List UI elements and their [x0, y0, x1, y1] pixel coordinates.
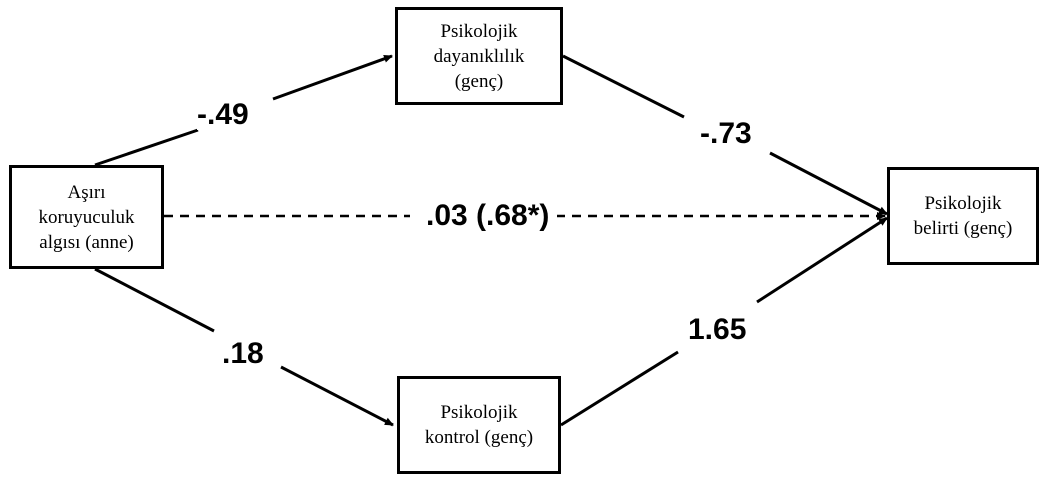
predictor-label-line-3: algısı (anne): [39, 231, 134, 253]
outcome-box: Psikolojik belirti (genç): [887, 167, 1039, 265]
mediator-1-label-line-3: (genç): [454, 70, 504, 92]
outcome-label-line-1: Psikolojik: [924, 193, 1002, 214]
path-b2-arrow: [756, 216, 888, 304]
path-a2-arrow: [280, 365, 394, 427]
path-b2-coefficient: 1.65: [688, 313, 747, 346]
predictor-box: Aşırı koruyuculuk algısı (anne): [9, 165, 164, 269]
path-a1-arrow: [272, 54, 393, 101]
path-c-prime-coefficient: .03 (.68*): [418, 201, 558, 231]
mediator-2-label-line-2: kontrol (genç): [424, 427, 534, 448]
predictor-label-line-1: Aşırı: [67, 181, 106, 203]
path-a1-coefficient: -.49: [197, 98, 249, 131]
path-a2-coefficient: .18: [222, 337, 264, 370]
path-b2-segment-1: [560, 350, 679, 427]
mediator-1-label-line-2: dayanıklılık: [433, 45, 525, 67]
mediator-2-label-line-1: Psikolojik: [440, 402, 518, 423]
mediator-1-label-line-1: Psikolojik: [440, 20, 518, 42]
outcome-label-line-2: belirti (genç): [913, 218, 1013, 239]
mediator-2-box: Psikolojik kontrol (genç): [397, 376, 561, 474]
predictor-label-line-2: koruyuculuk: [38, 206, 135, 228]
path-a1-segment-1: [94, 128, 199, 167]
path-b1-arrow: [769, 151, 888, 216]
mediator-1-box: Psikolojik dayanıklılık (genç): [395, 7, 563, 105]
path-b1-coefficient: -.73: [700, 117, 752, 150]
path-b1-segment-1: [562, 54, 685, 119]
path-a2-segment-1: [94, 267, 215, 333]
